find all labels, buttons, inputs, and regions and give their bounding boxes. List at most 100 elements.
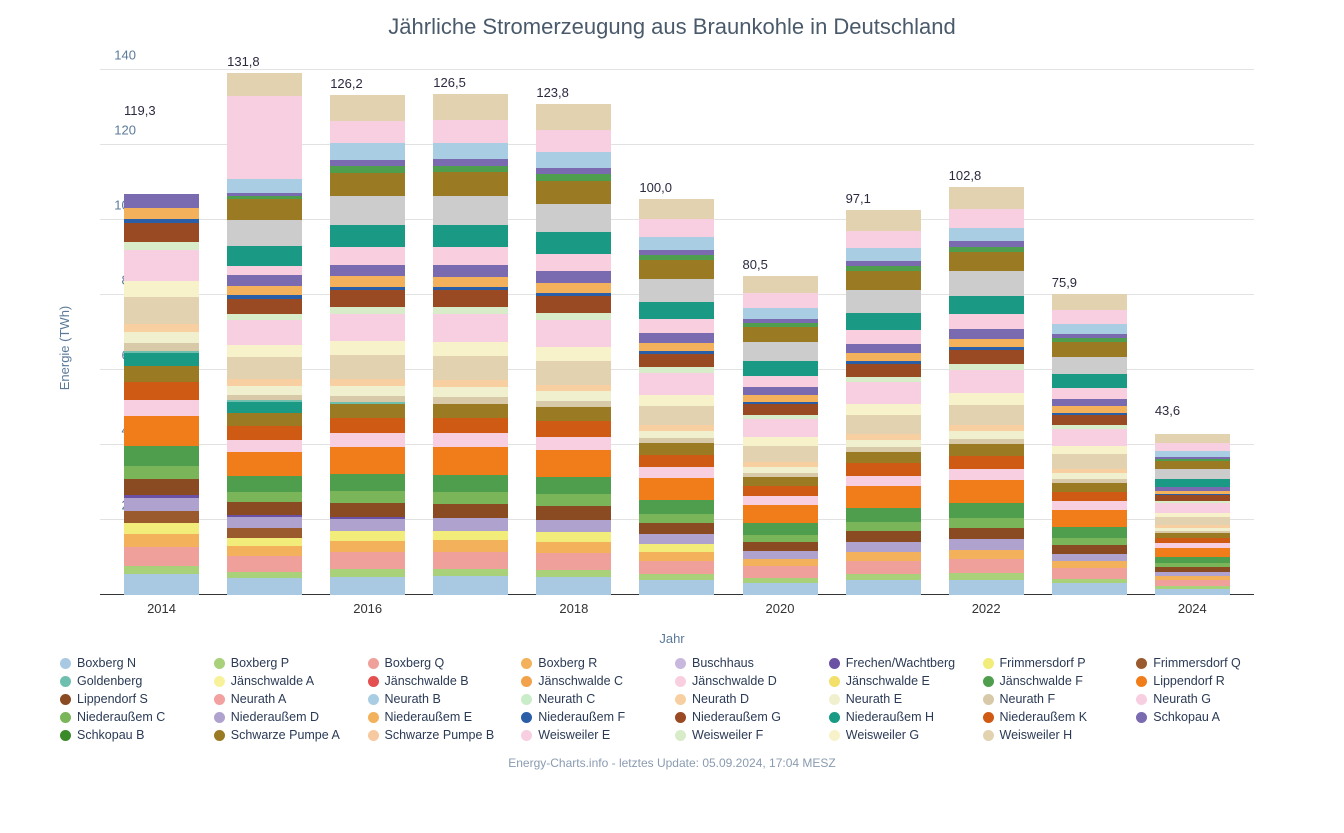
bar-segment-2019-Schwarze Pumpe A[interactable] [639,443,714,454]
bar-segment-2024-Neurath G[interactable] [1155,503,1230,513]
bar-segment-2015-Jänschwalde D[interactable] [227,266,302,275]
legend-item-Weisweiler H[interactable]: Weisweiler H [983,728,1131,742]
bar-segment-2016-Jänschwalde D[interactable] [330,247,405,264]
bar-segment-2017-Weisweiler H2[interactable] [433,94,508,120]
legend-item-Weisweiler G[interactable]: Weisweiler G [829,728,977,742]
legend-item-Jänschwalde F[interactable]: Jänschwalde F [983,674,1131,688]
bar-segment-2021-Niederaußem K[interactable] [846,463,921,476]
legend-item-Schkopau B[interactable]: Schkopau B [60,728,208,742]
bar-group-2021[interactable]: 97,1 [846,70,921,595]
bar-segment-2023-Boxberg R[interactable] [1052,561,1127,568]
bar-segment-2014-Boxberg R[interactable] [124,534,199,547]
bar-segment-2017-Weisweiler F[interactable] [433,307,508,314]
bar-segment-2020-Boxberg N[interactable] [743,583,818,595]
bar-segment-2019-Neurath G[interactable] [639,373,714,395]
bar-segment-2015-Niederaußem E[interactable] [227,286,302,295]
bar-segment-2016-Boxberg Q[interactable] [330,552,405,569]
bar-segment-2018-Neurath E[interactable] [536,391,611,401]
legend-item-Boxberg N[interactable]: Boxberg N [60,656,208,670]
bar-segment-2022-Niederaußem K[interactable] [949,456,1024,469]
bar-segment-2016-Schwarze Pumpe A[interactable] [330,404,405,418]
bar-segment-2021-Niederaußem D[interactable] [846,542,921,552]
bar-segment-2023-Niederaußem G[interactable] [1052,415,1127,425]
bar-segment-2014-Niederaußem K[interactable] [124,382,199,400]
legend-item-Schwarze Pumpe A[interactable]: Schwarze Pumpe A [214,728,362,742]
bar-segment-2024-Weisweiler H[interactable] [1155,517,1230,525]
bar-segment-2020-Weisweiler G[interactable] [743,437,818,446]
bar-segment-2023-Niederaußem K[interactable] [1052,492,1127,502]
bar-segment-2020-Weisweiler E2[interactable] [743,293,818,308]
bar-segment-2016-Niederaußem D[interactable] [330,519,405,531]
bar-segment-2022-Boxberg Q[interactable] [949,559,1024,573]
bar-segment-2022-Neurath E[interactable] [949,431,1024,439]
bar-segment-2019-Weisweiler E[interactable] [639,467,714,478]
bar-segment-2023-Weisweiler H2[interactable] [1052,294,1127,310]
bar-segment-2016-Lippendorf S[interactable] [330,503,405,517]
bar-segment-2014-Frimmersdorf P[interactable] [124,523,199,534]
bar-segment-2022-Weisweiler H2[interactable] [949,187,1024,209]
bar-segment-2018-Boxberg R[interactable] [536,542,611,553]
bar-segment-2023-Neurath G[interactable] [1052,429,1127,446]
bar-segment-2021-Niederaußem G[interactable] [846,364,921,377]
bar-segment-2016-Jänschwalde F[interactable] [330,474,405,491]
bar-segment-2015-Niederaußem K[interactable] [227,426,302,440]
bar-segment-2015-Weisweiler E2[interactable] [227,96,302,179]
legend-item-Niederaußem H[interactable]: Niederaußem H [829,710,977,724]
bar-segment-2022-Lippendorf S[interactable] [949,528,1024,540]
legend-item-Jänschwalde E[interactable]: Jänschwalde E [829,674,977,688]
bar-segment-2018-Niederaußem K[interactable] [536,421,611,436]
bar-segment-2018-Niederaußem E[interactable] [536,283,611,293]
bar-segment-2017-Lippendorf R[interactable] [433,447,508,475]
bar-segment-2015-Boxberg N[interactable] [227,578,302,595]
bar-segment-2021-Neurath G[interactable] [846,382,921,404]
bar-segment-2022-Boxberg N[interactable] [949,580,1024,595]
bar-segment-2016-Schkopau A[interactable] [330,265,405,277]
legend-item-Jänschwalde C[interactable]: Jänschwalde C [521,674,669,688]
bar-segment-2017-Jänschwalde F[interactable] [433,475,508,492]
legend-item-Neurath D[interactable]: Neurath D [675,692,823,706]
bar-segment-2021-Niederaußem H2[interactable] [846,313,921,330]
bar-segment-2022-Schwarze Pumpe A[interactable] [949,444,1024,456]
bar-segment-2023-Lippendorf R[interactable] [1052,510,1127,527]
bar-segment-2019-Frimmersdorf P[interactable] [639,544,714,552]
bar-segment-2018-Boxberg P[interactable] [536,570,611,577]
bar-segment-2017-Niederaußem C[interactable] [433,492,508,504]
bar-segment-2019-Schkopau A[interactable] [639,333,714,342]
bar-segment-2021-Niederaußem C[interactable] [846,522,921,531]
bar-segment-2022-Weisweiler H[interactable] [949,405,1024,425]
bar-segment-2020-Niederaußem G[interactable] [743,404,818,415]
bar-segment-2014-Jänschwalde F[interactable] [124,446,199,465]
bar-segment-2015-Neurath B2[interactable] [227,179,302,194]
bar-segment-2015-Weisweiler E[interactable] [227,440,302,452]
bar-segment-2015-Niederaußem H2[interactable] [227,246,302,266]
bar-segment-2016-Boxberg P[interactable] [330,569,405,576]
bar-segment-2023-Niederaußem H2[interactable] [1052,374,1127,388]
bar-group-2019[interactable]: 100,0 [639,70,714,595]
bar-segment-2015-Neurath G[interactable] [227,320,302,345]
bar-segment-2017-Schwarze Pumpe A2[interactable] [433,172,508,195]
bar-segment-2015-Boxberg Q[interactable] [227,556,302,571]
bar-segment-2023-Lippendorf S[interactable] [1052,545,1127,554]
bar-segment-2022-Jänschwalde F[interactable] [949,503,1024,517]
bar-segment-2021-Jänschwalde D[interactable] [846,330,921,344]
bar-segment-2015-Niederaußem C[interactable] [227,492,302,503]
bar-segment-2016-Niederaußem E[interactable] [330,276,405,286]
bar-segment-2015-Niederaußem G[interactable] [227,299,302,314]
legend-item-Neurath B[interactable]: Neurath B [368,692,516,706]
bar-segment-2015-Boxberg P[interactable] [227,572,302,579]
bar-segment-2017-Frimmersdorf P[interactable] [433,531,508,541]
legend-item-Neurath G[interactable]: Neurath G [1136,692,1284,706]
bar-segment-2021-Neurath E[interactable] [846,440,921,447]
bar-segment-2017-Niederaußem G[interactable] [433,290,508,307]
bar-segment-2022-Jänschwalde D[interactable] [949,314,1024,329]
bar-segment-2021-Lippendorf S[interactable] [846,531,921,542]
legend-item-Boxberg R[interactable]: Boxberg R [521,656,669,670]
bar-segment-2024-Lippendorf R[interactable] [1155,548,1230,558]
bar-segment-2023-Neurath B2[interactable] [1052,324,1127,334]
bar-segment-2017-Boxberg N[interactable] [433,576,508,595]
bar-segment-2018-Neurath B2[interactable] [536,152,611,168]
bar-segment-2019-Lippendorf R[interactable] [639,478,714,500]
bar-segment-2015-Lippendorf2[interactable] [227,220,302,246]
bar-segment-2018-Neurath D[interactable] [536,385,611,392]
bar-segment-2018-Weisweiler H2[interactable] [536,104,611,130]
